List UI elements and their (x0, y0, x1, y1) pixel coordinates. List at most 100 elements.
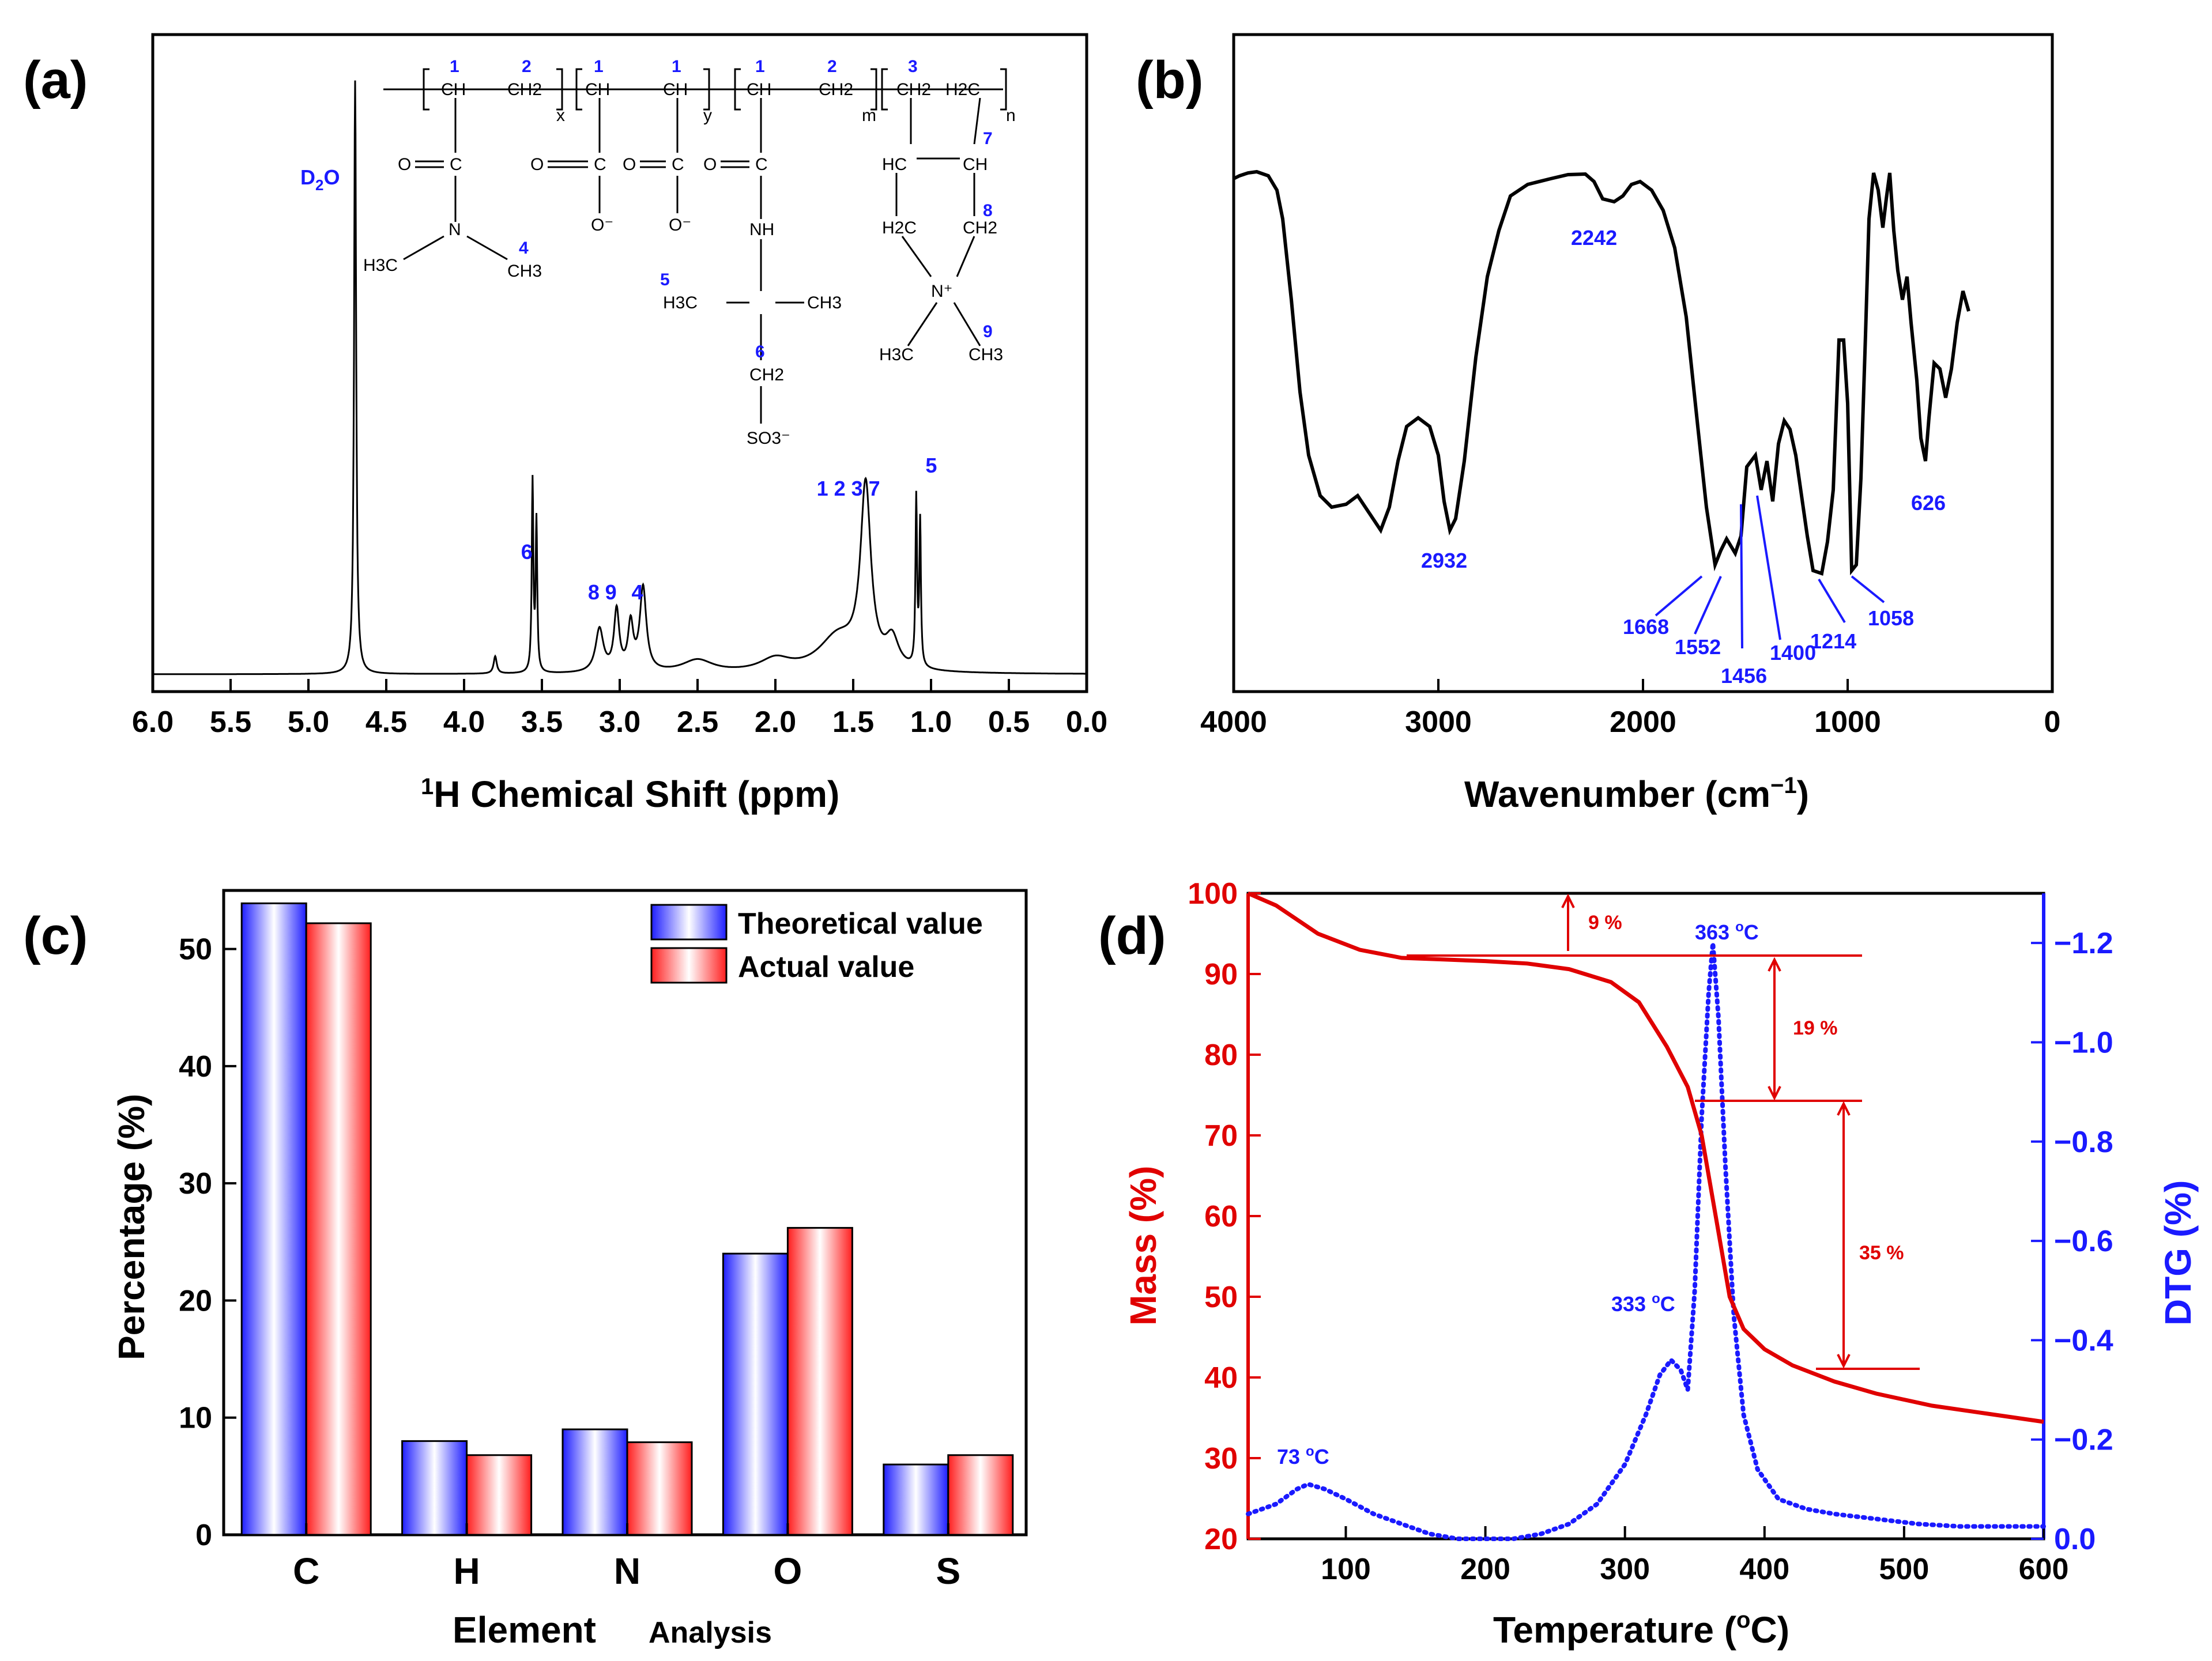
chem-ch3-1: CH3 (507, 262, 542, 281)
chem-h3c-2: H3C (663, 293, 698, 312)
d-ytick-left-label-1: 30 (1204, 1442, 1238, 1475)
loss-label-35: 35 % (1859, 1242, 1904, 1264)
legend-label-theoretical: Theoretical value (738, 907, 983, 941)
d-ytick-right-label-4: −0.8 (2054, 1126, 2113, 1159)
panel-c-y-ticks: 0 10 20 30 40 50 (179, 933, 236, 1552)
d-ytick-left-label-0: 20 (1204, 1523, 1238, 1556)
chem-ch-1: CH (441, 80, 466, 99)
d-ytick-left-label-7: 90 (1204, 958, 1238, 991)
b-tick-label-4: 0 (2044, 705, 2061, 739)
a-peak-label-5: 1 2 3 7 (817, 477, 880, 500)
c-bar-C-actual (305, 922, 372, 1536)
chem-o-4: O (703, 155, 717, 174)
panel-d-y-left-label: Mass (%) (1122, 1166, 1164, 1326)
unit-y: y (703, 106, 712, 125)
num-1b: 1 (594, 57, 604, 76)
chem-o-1: O (398, 155, 411, 174)
num-1c: 1 (672, 57, 681, 76)
chem-c-3: C (672, 155, 684, 174)
a-tick-label-1: 5.5 (210, 705, 251, 739)
panel-a-x-label-text: H Chemical Shift (ppm) (434, 773, 839, 815)
panel-a-x-label: 1H Chemical Shift (ppm) (421, 773, 839, 815)
chem-h2c-1: H2C (945, 80, 980, 99)
a-peak-label-1: 6 (521, 540, 533, 564)
c-xtick-label-S: S (936, 1550, 960, 1592)
panel-c-y-label: Percentage (%) (111, 1094, 152, 1360)
num-5: 5 (660, 270, 670, 289)
c-xtick-label-H: H (453, 1550, 480, 1592)
panel-b-letter: (b) (1136, 51, 1203, 110)
chem-ch2-side: CH2 (749, 365, 784, 384)
band-626: 626 (1911, 491, 1946, 515)
chem-nh: NH (749, 220, 774, 239)
peak-label-333: 333 oC (1611, 1291, 1675, 1316)
chem-ch-4: CH (747, 80, 771, 99)
a-spectrum-line (153, 80, 1087, 675)
chem-h3c-3: H3C (879, 345, 914, 364)
a-tick-label-6: 3.0 (599, 705, 640, 739)
a-peak-label-4: 4 (632, 580, 643, 604)
unit-m: m (862, 106, 876, 125)
panel-d-x-label: Temperature (oC) (1493, 1607, 1789, 1651)
chem-ch2-1: CH2 (507, 80, 542, 99)
panel-d-mass-curve (1247, 891, 2044, 1424)
a-tick-label-12: 0.0 (1066, 705, 1107, 739)
chem-c-4: C (755, 155, 768, 174)
num-1d: 1 (755, 57, 765, 76)
panel-c-x-label: Element (453, 1609, 596, 1651)
panel-d-y-right-label: DTG (%) (2157, 1180, 2199, 1326)
panel-a-letter: (a) (23, 51, 88, 110)
a-tick-label-9: 1.5 (832, 705, 874, 739)
b-tick-label-1: 3000 (1405, 705, 1472, 739)
panel-c-bars (240, 902, 1014, 1536)
c-bar-H-theoretical (401, 1440, 468, 1536)
num-6: 6 (755, 342, 765, 361)
d-ytick-left-label-4: 60 (1204, 1200, 1238, 1233)
d-ytick-right-label-3: −0.6 (2054, 1225, 2113, 1258)
svg-text:1H Chemical Shift (ppm): 1H Chemical Shift (ppm) (421, 773, 839, 815)
band-1668: 1668 (1623, 615, 1669, 639)
panel-a-nmr: (a) 6.0 5.5 5.0 4.5 4.0 3.5 3.0 2.5 2.0 1.5 1.0 0.5… (23, 33, 1107, 815)
num-3: 3 (908, 57, 918, 76)
chem-o-minus-1: O⁻ (591, 216, 613, 235)
num-9: 9 (983, 322, 993, 341)
panel-c-legend: Theoretical value Actual value (650, 904, 983, 984)
chem-ch-2: CH (585, 80, 610, 99)
a-tick-label-8: 2.0 (755, 705, 796, 739)
d-ytick-right-label-2: −0.4 (2054, 1324, 2113, 1357)
c-ytick-label-1: 10 (179, 1402, 212, 1435)
d-xtick-label-0: 100 (1321, 1553, 1371, 1586)
c-bar-S-theoretical (883, 1463, 949, 1536)
a-tick-label-11: 0.5 (988, 705, 1030, 739)
chem-n-plus: N⁺ (931, 282, 953, 301)
d-xtick-label-4: 500 (1879, 1553, 1930, 1586)
a-tick-label-5: 3.5 (521, 705, 563, 739)
peak-label-73: 73 oC (1277, 1444, 1329, 1469)
c-bar-C-theoretical (240, 902, 307, 1536)
panel-b-x-label: Wavenumber (cm−1) (1464, 773, 1809, 815)
panel-c-x-label-extra: Analysis (649, 1616, 772, 1649)
loss-label-9: 9 % (1588, 912, 1622, 934)
a-tick-label-3: 4.5 (365, 705, 407, 739)
d-ytick-left-label-5: 70 (1204, 1119, 1238, 1153)
num-7: 7 (983, 129, 993, 148)
chem-ch3-3: CH3 (969, 345, 1003, 364)
c-ytick-label-4: 40 (179, 1050, 212, 1084)
d-ytick-right-label-1: −0.2 (2054, 1424, 2113, 1457)
d-xtick-label-5: 600 (2019, 1553, 2069, 1586)
num-8: 8 (983, 201, 993, 220)
panel-a-spectrum (153, 80, 1087, 675)
c-xtick-label-C: C (293, 1550, 319, 1592)
c-xtick-label-O: O (774, 1550, 802, 1592)
c-bar-N-theoretical (562, 1428, 628, 1536)
c-xtick-label-N: N (614, 1550, 640, 1592)
chem-n-1: N (449, 220, 461, 239)
a-tick-label-2: 5.0 (288, 705, 329, 739)
panel-d-tga: (d) 100 200 300 400 500 600203040506070809010… (1098, 877, 2199, 1651)
legend-swatch-theoretical (650, 904, 728, 941)
c-ytick-label-2: 20 (179, 1284, 212, 1318)
panel-b-spectrum (1233, 169, 1970, 576)
d-ytick-left-label-2: 40 (1204, 1361, 1238, 1395)
panel-c-bar: (c) 0 10 20 30 40 50 C H N O S Theoretical value … (23, 889, 1028, 1651)
